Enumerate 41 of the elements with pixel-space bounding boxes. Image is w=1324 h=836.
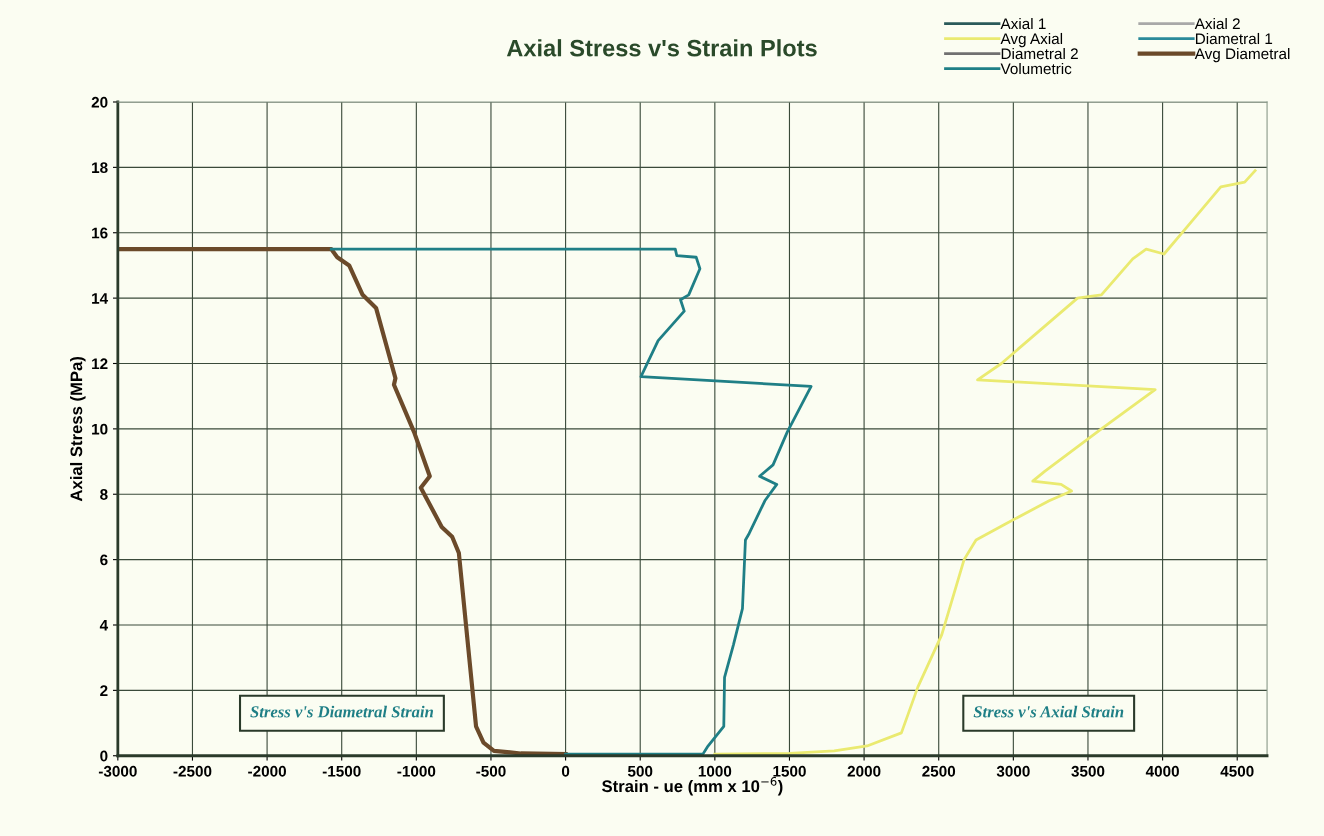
legend-label: Avg Diametral <box>1194 47 1290 63</box>
legend-label: Diametral 1 <box>1195 32 1273 45</box>
x-tick-label: -2000 <box>248 765 286 777</box>
x-tick-label: -1500 <box>322 765 361 777</box>
legend-label: Axial 1 <box>1000 17 1046 30</box>
y-tick-label: 0 <box>100 750 108 762</box>
annotation: Stress v's Diametral Strain <box>250 705 434 718</box>
legend-label: Volumetric <box>1000 62 1072 75</box>
y-tick-label: 2 <box>100 685 108 696</box>
x-tick-label: -500 <box>476 765 506 777</box>
y-tick-label: 4 <box>99 620 109 631</box>
legend-label: Axial 2 <box>1194 17 1240 30</box>
legend-label: Avg Axial <box>1000 32 1063 48</box>
legend-label: Diametral 2 <box>1001 47 1078 60</box>
x-axis-title: Strain - ue (mm x 10$^{−6}$) <box>602 776 783 796</box>
x-tick-label: 4000 <box>1145 765 1179 777</box>
x-tick-label: 4500 <box>1220 765 1254 777</box>
x-tick-label: 1000 <box>698 765 732 777</box>
line-series <box>117 247 568 756</box>
chart-title: Axial Stress v's Strain Plots <box>506 39 817 57</box>
y-tick-label: 14 <box>92 293 109 304</box>
x-tick-label: 3000 <box>996 765 1030 777</box>
y-tick-label: 6 <box>100 554 108 566</box>
x-tick-label: 1500 <box>773 765 806 777</box>
y-tick-label: 18 <box>92 162 108 174</box>
y-tick-label: 10 <box>92 423 108 435</box>
x-tick-label: -2500 <box>173 765 212 777</box>
line-series <box>713 169 1257 756</box>
x-tick-label: -3000 <box>98 765 137 777</box>
y-tick-label: 12 <box>92 358 108 370</box>
y-axis-title: Axial Stress (MPa) <box>70 356 86 502</box>
x-tick-label: 2500 <box>922 765 956 777</box>
y-tick-label: 20 <box>91 96 108 108</box>
y-tick-label: 16 <box>92 227 108 239</box>
x-tick-label: 500 <box>627 765 653 777</box>
x-tick-label: 3500 <box>1071 765 1105 777</box>
x-tick-label: 0 <box>561 765 570 777</box>
y-tick-label: 8 <box>100 489 108 500</box>
x-tick-label: -1000 <box>397 765 436 777</box>
x-tick-label: 2000 <box>847 765 881 777</box>
annotation: Stress v's Axial Strain <box>973 705 1124 718</box>
